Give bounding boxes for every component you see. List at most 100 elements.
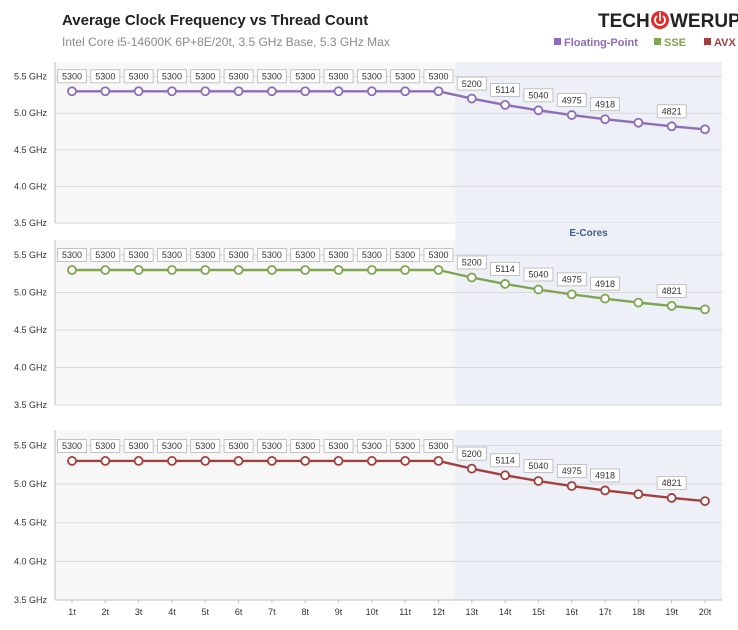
data-label-box <box>590 468 620 483</box>
data-label-box <box>356 439 387 453</box>
data-label-text: 5300 <box>162 71 182 81</box>
data-label-box <box>256 439 287 453</box>
data-label-box <box>123 439 154 453</box>
data-label: 5300 <box>57 69 87 84</box>
data-label: 5300 <box>423 439 454 453</box>
data-point <box>133 456 144 466</box>
data-point <box>67 456 77 466</box>
data-label-text: 5200 <box>462 258 482 268</box>
data-label: 5300 <box>423 248 454 262</box>
y-tick-label: 4.0 GHz <box>14 181 48 191</box>
data-point <box>167 456 177 466</box>
legend-swatch <box>654 38 661 45</box>
brand-logo-right: WERUP <box>670 11 738 32</box>
data-point <box>200 86 211 97</box>
data-label-box <box>523 267 554 282</box>
data-point <box>300 265 311 275</box>
data-label-text: 4975 <box>562 466 582 476</box>
data-label-text: 5300 <box>129 71 149 81</box>
pcore-region <box>55 240 456 405</box>
data-label-text: 5300 <box>95 71 115 81</box>
data-label-box <box>123 248 154 262</box>
y-tick-label: 3.5 GHz <box>14 400 48 410</box>
data-label-box <box>556 272 587 287</box>
brand-logo-left: TECH <box>598 11 650 32</box>
data-label-box <box>290 248 321 262</box>
data-label-box <box>423 248 454 262</box>
legend-item: Floating-Point <box>554 37 638 49</box>
data-label-box <box>290 69 321 84</box>
data-label-text: 5200 <box>462 79 482 89</box>
data-label-box <box>656 476 687 490</box>
data-label-text: 5114 <box>495 85 514 95</box>
data-point <box>600 293 610 304</box>
data-label-box <box>57 439 87 453</box>
data-point <box>600 114 610 125</box>
y-tick-label: 3.5 GHz <box>14 218 48 228</box>
data-label-box <box>190 439 221 453</box>
data-label-box <box>190 248 221 262</box>
data-label-text: 5300 <box>329 441 349 451</box>
data-point <box>100 456 111 466</box>
x-tick-label: 10t <box>366 607 379 617</box>
data-label-text: 5300 <box>262 441 282 451</box>
data-label-text: 5300 <box>262 250 282 260</box>
data-label: 5300 <box>356 248 387 262</box>
data-label-text: 5300 <box>295 441 315 451</box>
data-label: 5300 <box>290 69 321 84</box>
data-point <box>233 265 244 275</box>
data-label: 5200 <box>456 76 487 91</box>
data-label: 5300 <box>323 248 354 262</box>
data-point <box>566 110 577 120</box>
x-tick-label: 19t <box>665 607 678 617</box>
data-label: 4821 <box>656 476 687 490</box>
x-tick-label: 17t <box>599 607 612 617</box>
data-label-box <box>157 439 187 453</box>
data-point <box>500 470 511 481</box>
legend-item: AVX <box>704 37 736 49</box>
data-point <box>200 456 211 466</box>
data-label-text: 5300 <box>295 71 315 81</box>
data-point <box>533 284 544 295</box>
ecore-region <box>455 223 722 405</box>
data-label-text: 5040 <box>528 461 548 471</box>
data-point <box>67 86 77 97</box>
data-label-box <box>390 439 421 453</box>
data-label-box <box>456 446 487 461</box>
data-label-text: 5300 <box>229 71 249 81</box>
data-point <box>233 86 244 97</box>
data-label: 5114 <box>490 82 521 97</box>
data-label-text: 5300 <box>262 71 282 81</box>
data-label-box <box>390 248 421 262</box>
x-tick-label: 12t <box>432 607 445 617</box>
data-point <box>400 265 411 275</box>
data-label-box <box>390 69 421 84</box>
data-label: 5300 <box>157 439 187 453</box>
data-label: 5300 <box>356 439 387 453</box>
data-point <box>466 272 477 283</box>
x-tick-label: 13t <box>466 607 479 617</box>
ecore-region-label: E-Cores <box>569 228 608 239</box>
data-label: 5200 <box>456 446 487 461</box>
data-point <box>433 456 444 466</box>
data-label-text: 5300 <box>162 441 182 451</box>
pcore-region <box>55 62 456 223</box>
data-label: 5300 <box>90 439 121 453</box>
x-tick-label: 7t <box>268 607 276 617</box>
data-label-text: 5040 <box>528 270 548 280</box>
data-label-box <box>356 248 387 262</box>
data-point <box>633 489 644 500</box>
data-label-box <box>590 276 620 291</box>
data-label-text: 5114 <box>495 455 514 465</box>
data-point <box>433 265 444 275</box>
data-label: 5114 <box>490 453 521 468</box>
data-point <box>167 265 177 275</box>
data-label: 5300 <box>290 439 321 453</box>
data-label-text: 5300 <box>62 250 82 260</box>
data-label: 4821 <box>656 104 687 119</box>
data-label-box <box>490 262 521 276</box>
data-label-box <box>490 82 521 97</box>
data-label-text: 5300 <box>395 441 415 451</box>
data-label: 5040 <box>523 267 554 282</box>
